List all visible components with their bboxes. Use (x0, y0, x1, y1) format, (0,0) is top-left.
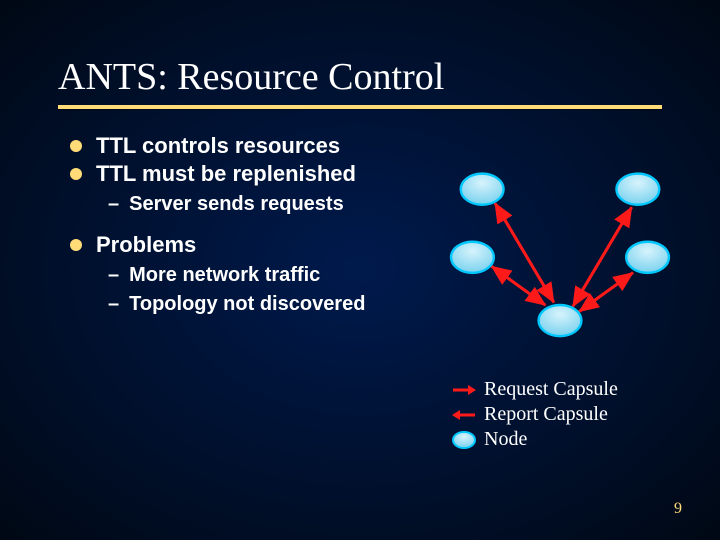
legend-row-request: Request Capsule (450, 378, 618, 401)
title-region: ANTS: Resource Control (0, 0, 720, 109)
diagram-node (616, 174, 659, 205)
diagram-node (451, 242, 494, 273)
dash-icon: – (108, 193, 119, 216)
bullet-icon (70, 140, 82, 152)
legend: Request Capsule Report Capsule Node (450, 378, 618, 453)
sub-bullet-text: Server sends requests (129, 193, 344, 216)
arrow-left-icon (450, 408, 478, 422)
bullet-text: TTL controls resources (96, 133, 340, 159)
legend-label: Request Capsule (484, 378, 618, 401)
legend-row-report: Report Capsule (450, 403, 618, 426)
network-diagram (430, 160, 690, 340)
bullet-text: TTL must be replenished (96, 161, 356, 187)
arrow-right-icon (450, 383, 478, 397)
diagram-node (626, 242, 669, 273)
bullet-icon (70, 168, 82, 180)
sub-bullet-text: Topology not discovered (129, 293, 365, 316)
diagram-node (461, 174, 504, 205)
report-arrow (574, 207, 632, 305)
dash-icon: – (108, 293, 119, 316)
report-arrow (495, 203, 553, 301)
bullet-item: TTL controls resources (70, 133, 720, 159)
legend-label: Node (484, 428, 527, 451)
dash-icon: – (108, 264, 119, 287)
sub-bullet-text: More network traffic (129, 264, 320, 287)
bullet-icon (70, 239, 82, 251)
page-title: ANTS: Resource Control (58, 55, 720, 99)
page-number: 9 (674, 500, 682, 518)
bullet-text: Problems (96, 232, 196, 258)
diagram-node (539, 305, 582, 336)
legend-label: Report Capsule (484, 403, 608, 426)
legend-row-node: Node (450, 428, 618, 451)
node-icon (450, 430, 478, 450)
